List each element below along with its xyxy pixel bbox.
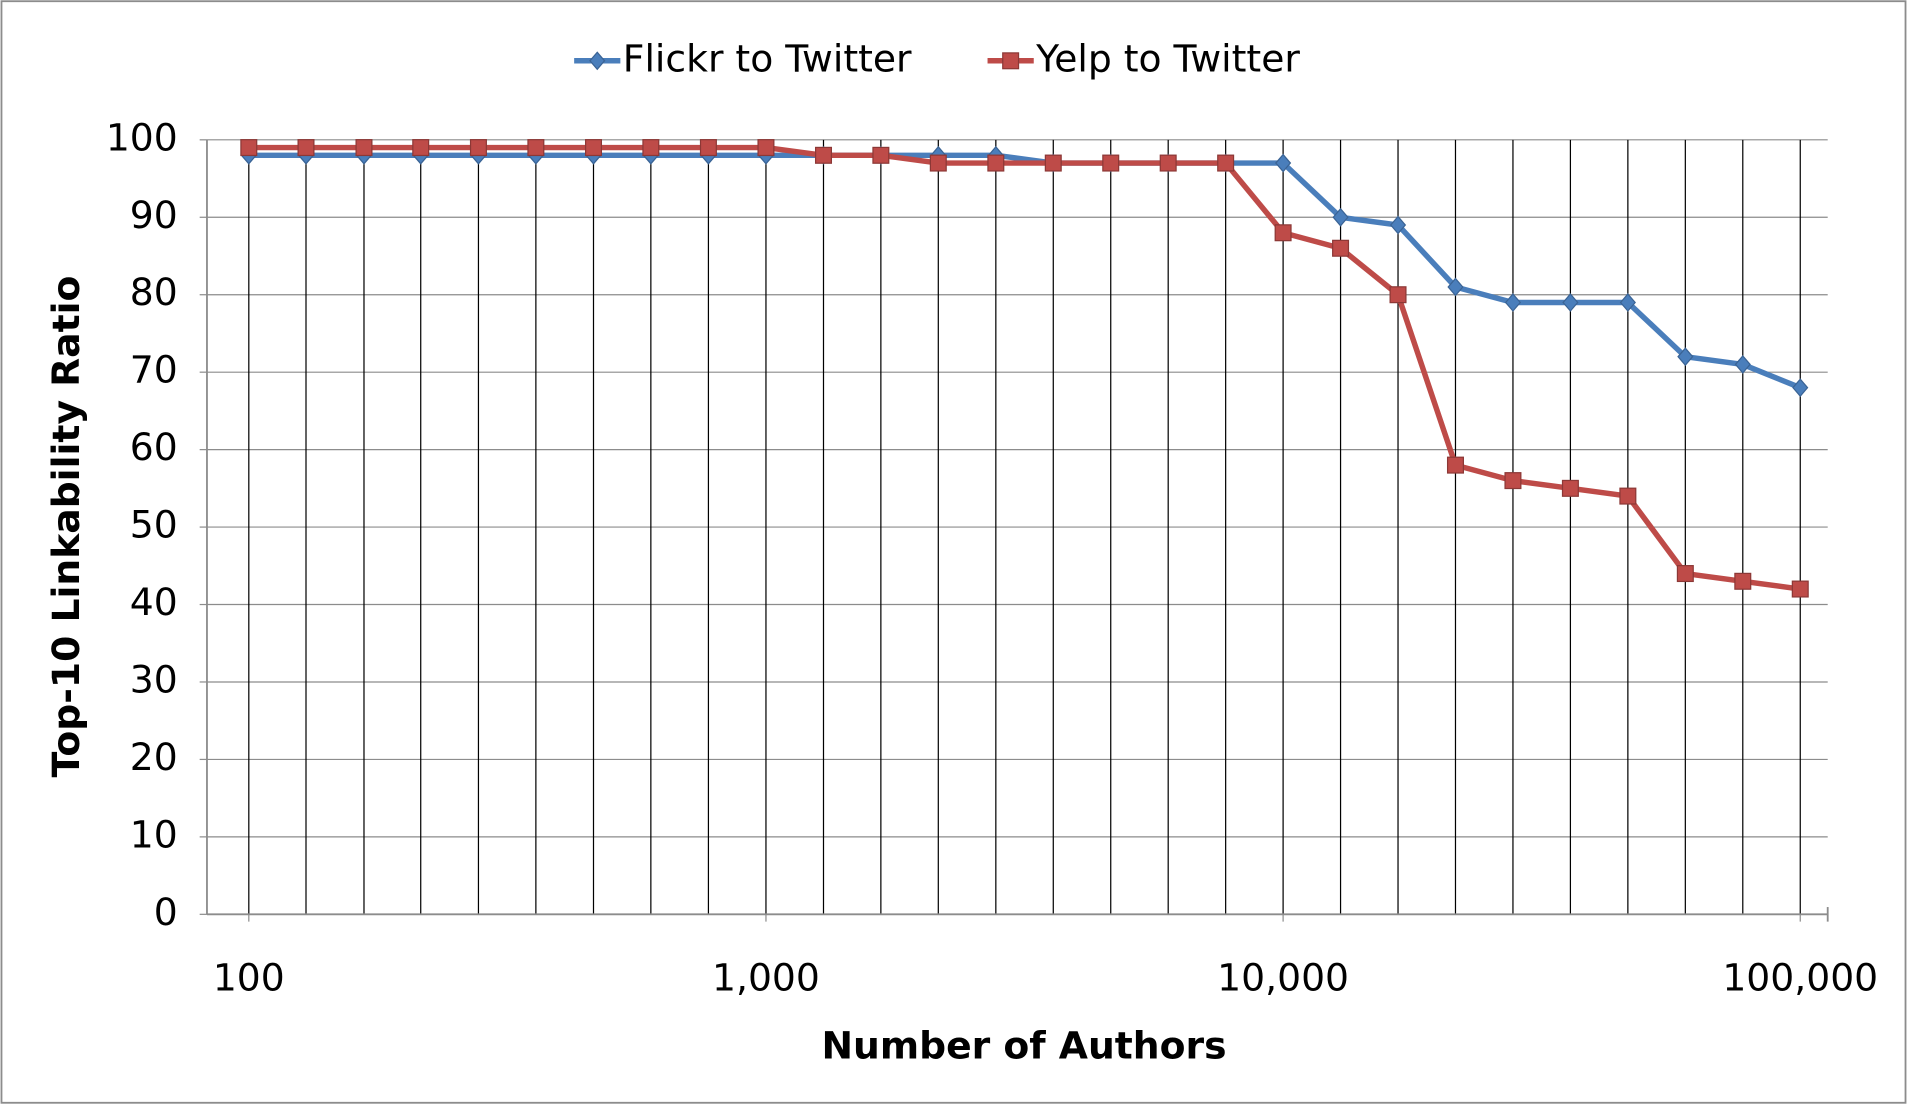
- data-point: [1447, 277, 1464, 297]
- y-tick-label: 90: [130, 193, 178, 237]
- x-tick-label: 10,000: [1217, 955, 1349, 999]
- data-point: [1044, 154, 1062, 172]
- x-tick-label: 1,000: [712, 955, 820, 999]
- data-point: [1504, 472, 1522, 490]
- data-point: [642, 139, 660, 157]
- data-point: [757, 139, 775, 157]
- data-point: [1274, 224, 1292, 242]
- data-point: [527, 139, 545, 157]
- data-point: [1159, 154, 1177, 172]
- legend-label: Yelp to Twitter: [1035, 36, 1300, 80]
- y-tick-label: 30: [130, 657, 178, 701]
- y-tick-label: 60: [130, 425, 178, 469]
- data-point: [1677, 347, 1694, 367]
- data-point: [1332, 239, 1350, 257]
- data-point: [1562, 293, 1579, 312]
- y-tick-label: 80: [130, 270, 178, 314]
- data-point: [1791, 580, 1809, 598]
- y-tick-label: 0: [154, 890, 178, 934]
- series-line: [248, 144, 1801, 592]
- data-point: [1619, 487, 1637, 505]
- data-point: [1734, 354, 1751, 374]
- x-tick-label: 100,000: [1722, 955, 1878, 999]
- data-point: [987, 154, 1005, 172]
- y-tick-label: 70: [130, 348, 178, 392]
- data-point: [240, 139, 258, 157]
- data-point: [1676, 565, 1694, 583]
- legend-marker: [589, 51, 606, 71]
- data-point: [699, 139, 717, 157]
- legend-marker: [1002, 52, 1020, 70]
- data-point: [1217, 154, 1235, 172]
- data-point: [1332, 207, 1349, 227]
- data-point: [355, 139, 373, 157]
- data-point: [929, 154, 947, 172]
- x-tick-label: 100: [213, 955, 285, 999]
- x-axis-title: Number of Authors: [821, 1024, 1226, 1068]
- y-tick-label: 20: [130, 735, 178, 779]
- data-point: [1792, 378, 1809, 398]
- data-point: [1275, 153, 1292, 173]
- data-point: [469, 139, 487, 157]
- y-axis-title: Top-10 Linkability Ratio: [44, 276, 88, 778]
- data-point: [412, 139, 430, 157]
- y-tick-label: 40: [130, 580, 178, 624]
- series-line: [248, 152, 1802, 391]
- data-point: [1561, 479, 1579, 497]
- data-point: [1504, 293, 1522, 312]
- data-point: [1102, 154, 1120, 172]
- data-point: [297, 139, 315, 157]
- data-point: [1619, 293, 1636, 312]
- data-point: [1734, 572, 1752, 590]
- data-point: [1389, 215, 1407, 235]
- data-point: [1389, 286, 1407, 304]
- data-point: [814, 146, 833, 164]
- y-tick-label: 10: [130, 812, 178, 856]
- y-tick-label: 100: [106, 115, 178, 159]
- data-point: [1446, 456, 1464, 474]
- legend-label: Flickr to Twitter: [623, 36, 912, 80]
- data-point: [872, 146, 890, 164]
- data-point: [584, 139, 603, 157]
- y-tick-label: 50: [130, 503, 178, 547]
